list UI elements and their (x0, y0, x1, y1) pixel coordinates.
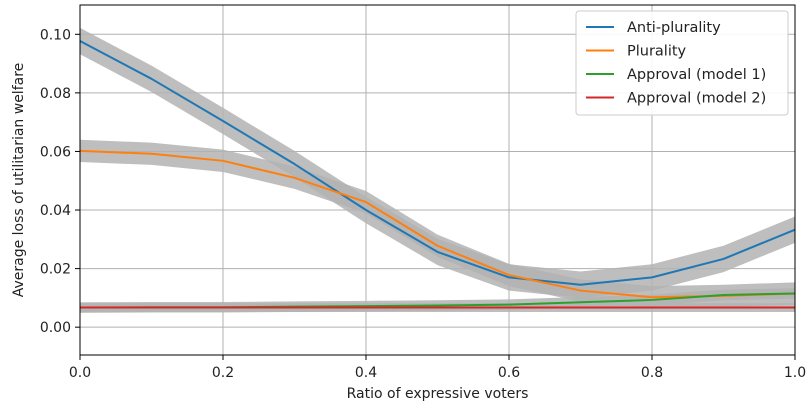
legend: Anti-plurality Plurality Approval (model 1… (575, 10, 789, 116)
y-axis-ticks: 0.00 0.02 0.04 0.06 0.08 0.10 (40, 27, 80, 336)
x-tick-label: 0.0 (69, 365, 91, 381)
x-tick-label: 0.2 (212, 365, 234, 381)
legend-box (575, 10, 789, 116)
y-tick-label: 0.10 (40, 27, 71, 43)
x-tick-label: 0.8 (641, 365, 663, 381)
y-tick-label: 0.04 (40, 203, 71, 219)
y-tick-label: 0.00 (40, 320, 71, 336)
confidence-band-1 (80, 139, 795, 309)
plot-frame (79, 4, 796, 356)
y-tick-label: 0.06 (40, 144, 71, 160)
x-tick-label: 0.4 (355, 365, 377, 381)
series-line-0 (79, 40, 796, 286)
series-line-1 (79, 149, 796, 299)
y-tick-label: 0.02 (40, 262, 71, 278)
legend-label: Approval (model 2) (627, 91, 766, 107)
y-axis-label: Average loss of utilitarian welfare (11, 63, 27, 298)
x-axis-ticks: 0.0 0.2 0.4 0.6 0.8 1.0 (69, 355, 806, 381)
x-tick-label: 1.0 (784, 365, 806, 381)
series-lines (79, 40, 796, 309)
y-tick-label: 0.08 (40, 86, 71, 102)
x-axis-label: Ratio of expressive voters (347, 386, 529, 402)
x-tick-label: 0.6 (498, 365, 520, 381)
legend-label: Anti-plurality (627, 20, 721, 36)
legend-label: Approval (model 1) (627, 67, 766, 83)
legend-label: Plurality (627, 44, 687, 60)
